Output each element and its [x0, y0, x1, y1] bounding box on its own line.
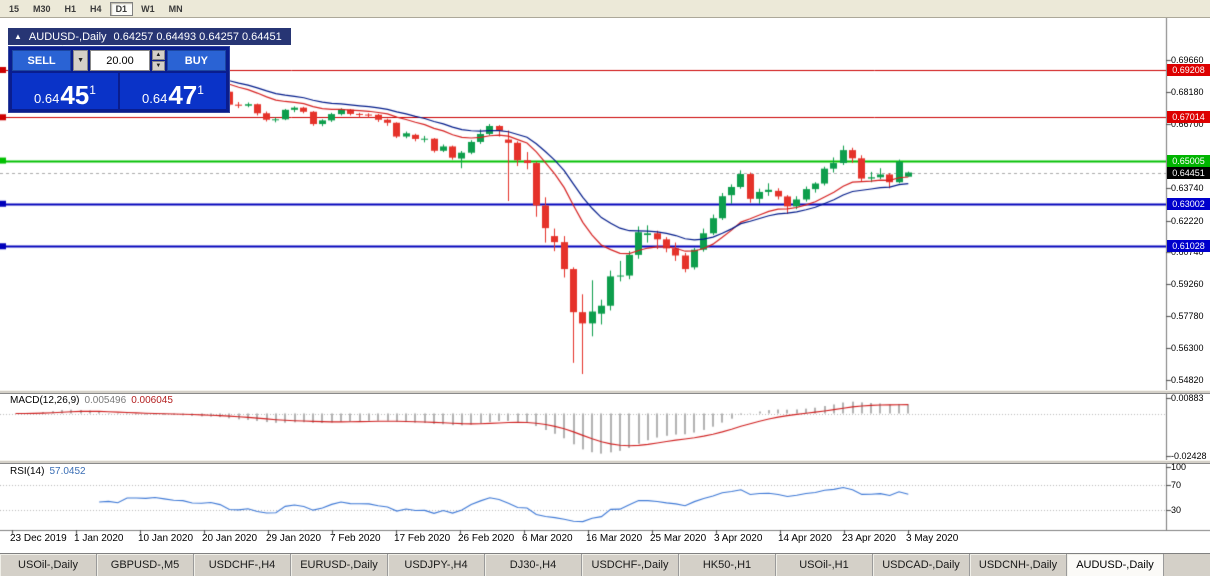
- macd-signal-value: 0.006045: [131, 395, 173, 406]
- price-axis-label: 0.54820: [1171, 375, 1204, 386]
- macd-axis-label: -0.02428: [1171, 451, 1207, 462]
- price-axis-label: 0.68180: [1171, 87, 1204, 98]
- date-axis-label: 23 Apr 2020: [842, 533, 896, 544]
- chart-tab-usdcnh-daily[interactable]: USDCNH-,Daily: [970, 554, 1067, 576]
- price-axis-label: 0.56300: [1171, 343, 1204, 354]
- tab-bar-filler: [1164, 554, 1210, 576]
- chart-tab-dj30-h4[interactable]: DJ30-,H4: [485, 554, 582, 576]
- buy-button[interactable]: BUY: [166, 50, 226, 71]
- timeframe-button-m30[interactable]: M30: [33, 3, 51, 14]
- panel-splitter-rsi[interactable]: [0, 460, 1210, 464]
- timeframe-button-mn[interactable]: MN: [168, 3, 183, 14]
- date-axis-label: 1 Jan 2020: [74, 533, 124, 544]
- volume-stepper: ▲ ▼: [152, 50, 165, 71]
- trade-panel-prices: 0.64 45 1 0.64 47 1: [12, 73, 226, 109]
- date-axis-label: 25 Mar 2020: [650, 533, 707, 544]
- date-axis-label: 20 Jan 2020: [202, 533, 258, 544]
- macd-main-value: 0.005496: [84, 395, 127, 406]
- date-axis-label: 14 Apr 2020: [778, 533, 832, 544]
- date-axis-label: 29 Jan 2020: [266, 533, 322, 544]
- date-axis-label: 17 Feb 2020: [394, 533, 451, 544]
- price-axis-badge: 0.63002: [1167, 197, 1210, 210]
- trade-panel-controls: SELL ▼ ▲ ▼ BUY: [12, 50, 226, 71]
- volume-step-down-icon[interactable]: ▼: [152, 61, 165, 71]
- chart-tab-bar: USOil-,Daily GBPUSD-,M5 USDCHF-,H4 EURUSD-,…: [0, 553, 1210, 576]
- chart-tab-usdchf-daily[interactable]: USDCHF-,Daily: [582, 554, 679, 576]
- sell-button[interactable]: SELL: [12, 50, 72, 71]
- date-axis-label: 7 Feb 2020: [330, 533, 381, 544]
- chart-tab-usdchf-h4[interactable]: USDCHF-,H4: [194, 554, 291, 576]
- timeframe-button-h1[interactable]: H1: [64, 3, 77, 14]
- ask-price-pips: 47: [168, 80, 198, 110]
- price-axis-label: 0.60740: [1171, 247, 1204, 258]
- price-axis-badge: 0.61028: [1167, 240, 1210, 253]
- date-axis-label: 16 Mar 2020: [586, 533, 643, 544]
- timeframe-button-h4[interactable]: H4: [90, 3, 102, 14]
- ask-price-box[interactable]: 0.64 47 1: [120, 73, 226, 109]
- macd-indicator-label: MACD(12,26,9) 0.005496 0.006045: [10, 395, 173, 406]
- chart-tab-usdcad-daily[interactable]: USDCAD-,Daily: [873, 554, 970, 576]
- price-axis-badge: 0.67014: [1167, 111, 1210, 124]
- price-axis-label: 0.66700: [1171, 119, 1204, 130]
- macd-label-name: MACD(12,26,9): [10, 395, 80, 406]
- chart-tab-eurusd-daily[interactable]: EURUSD-,Daily: [291, 554, 388, 576]
- price-axis-label: 0.62220: [1171, 215, 1204, 226]
- bid-price-box[interactable]: 0.64 45 1: [12, 73, 118, 109]
- bid-price-point: 1: [89, 83, 96, 97]
- date-axis-label: 3 Apr 2020: [714, 533, 763, 544]
- one-click-trading-panel: SELL ▼ ▲ ▼ BUY 0.64 45 1 0.64 47 1: [8, 46, 230, 113]
- chart-tab-gbpusd-m5[interactable]: GBPUSD-,M5: [97, 554, 194, 576]
- price-axis-label: 0.59260: [1171, 279, 1204, 290]
- rsi-axis-label: 100: [1171, 462, 1187, 472]
- date-axis-label: 26 Feb 2020: [458, 533, 515, 544]
- chart-window: ▲ AUDUSD-,Daily 0.64257 0.64493 0.64257 …: [0, 18, 1210, 553]
- chart-symbol-label: AUDUSD-,Daily: [28, 30, 107, 43]
- macd-axis-label: 0.00883: [1171, 393, 1204, 404]
- price-axis-badge: 0.69208: [1167, 64, 1210, 76]
- timeframe-toolbar: 15 M30 H1 H4 D1 W1 MN: [0, 0, 1210, 18]
- date-axis-label: 23 Dec 2019: [10, 533, 67, 544]
- price-axis-badge: 0.64451: [1167, 166, 1210, 179]
- price-axis-label: 0.63740: [1171, 182, 1204, 193]
- timeframe-button-d1[interactable]: D1: [109, 1, 134, 16]
- panel-splitter-macd[interactable]: [0, 390, 1210, 394]
- date-axis-label: 6 Mar 2020: [522, 533, 573, 544]
- chart-tab-usdjpy-h4[interactable]: USDJPY-,H4: [388, 554, 485, 576]
- timeframe-button-15[interactable]: 15: [9, 3, 20, 14]
- chart-tab-hk50-h1[interactable]: HK50-,H1: [679, 554, 776, 576]
- price-axis-badge: 0.65005: [1167, 154, 1210, 167]
- volume-step-up-icon[interactable]: ▲: [152, 50, 165, 60]
- date-axis-label: 3 May 2020: [906, 533, 959, 544]
- rsi-label-name: RSI(14): [10, 466, 45, 477]
- rsi-indicator-label: RSI(14) 57.0452: [10, 466, 86, 477]
- chart-tab-audusd-daily[interactable]: AUDUSD-,Daily: [1067, 554, 1164, 576]
- bid-price-pips: 45: [60, 80, 90, 110]
- chart-header: ▲ AUDUSD-,Daily 0.64257 0.64493 0.64257 …: [8, 28, 291, 45]
- one-click-collapse-icon[interactable]: ▲: [14, 32, 22, 41]
- chart-tab-usoil-h1[interactable]: USOil-,H1: [776, 554, 873, 576]
- bid-price-prefix: 0.64: [34, 91, 60, 106]
- chart-ohlc-values: 0.64257 0.64493 0.64257 0.64451: [113, 30, 282, 43]
- price-axis-label: 0.69660: [1171, 55, 1204, 66]
- price-axis-label: 0.57780: [1171, 311, 1204, 322]
- date-axis-label: 10 Jan 2020: [138, 533, 194, 544]
- volume-input[interactable]: [90, 50, 150, 71]
- chart-tab-usoil-daily[interactable]: USOil-,Daily: [0, 554, 97, 576]
- rsi-axis-label: 30: [1171, 504, 1182, 515]
- volume-dropdown-icon[interactable]: ▼: [73, 50, 88, 71]
- ask-price-point: 1: [197, 83, 204, 97]
- rsi-axis-label: 70: [1171, 480, 1182, 491]
- timeframe-button-w1[interactable]: W1: [141, 3, 155, 14]
- rsi-value: 57.0452: [49, 466, 86, 477]
- ask-price-prefix: 0.64: [142, 91, 168, 106]
